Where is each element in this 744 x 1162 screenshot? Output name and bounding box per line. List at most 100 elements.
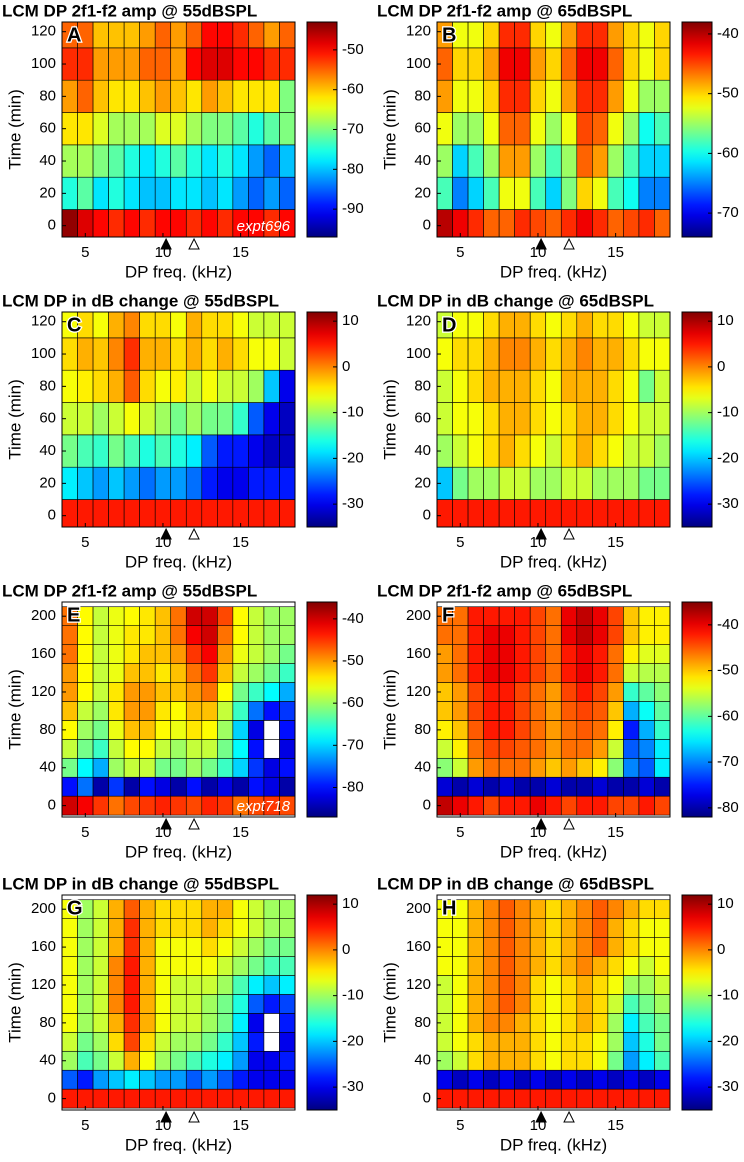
heatmap-cell [201,975,218,995]
heatmap-cell [545,975,562,995]
heatmap-cell [592,937,609,957]
y-tick-label: 160 [406,938,431,955]
plot-frame [436,21,671,238]
heatmap-cell [529,1050,547,1071]
heatmap-cell [592,434,609,468]
heatmap-cell [217,682,234,702]
heatmap-cell [545,739,562,759]
heatmap-cell [654,312,670,339]
y-tick-label: 0 [423,217,431,234]
heatmap-cell [638,47,655,81]
heatmap-cell [529,1032,547,1052]
heatmap-cell [607,918,624,938]
heatmap-cell [201,1032,218,1052]
heatmap-cell [529,975,547,995]
colorbar [681,601,713,818]
heatmap-cell [560,434,578,468]
panel-letter: A [67,24,81,46]
heatmap-cell [217,176,234,210]
heatmap-cell [560,1013,578,1033]
heatmap-cell [279,1069,295,1090]
y-tick-label: 0 [48,1090,56,1107]
heatmap-cell [248,644,265,664]
heatmap-cell [437,625,453,645]
heatmap-cell [483,1013,500,1033]
heatmap-cell [576,720,593,740]
colorbar-tick-label: -20 [342,1032,364,1049]
frequency-marker [188,1110,200,1123]
frequency-marker [563,1110,575,1123]
heatmap-cell [638,434,655,468]
heatmap-cell [483,606,500,626]
panel-letter: H [442,897,456,919]
heatmap-cell [92,682,109,702]
y-tick-label: 0 [48,797,56,814]
heatmap-cell [483,1050,500,1071]
y-tick-label: 200 [406,607,431,624]
frequency-marker [563,527,575,540]
heatmap-cell [232,606,249,626]
heatmap-cell [452,1069,469,1090]
heatmap-cell [529,369,547,403]
heatmap-cell [108,337,125,371]
heatmap-cell [529,402,547,436]
colorbar-tick-label: -30 [717,1078,739,1095]
heatmap-cell [607,625,624,645]
heatmap-cell [437,701,453,721]
heatmap-cell [452,956,469,976]
heatmap-cell [217,1069,234,1090]
heatmap-cell [170,682,187,702]
heatmap-cell [232,337,249,371]
heatmap-cell [560,918,578,938]
x-tick-label: 5 [81,1117,89,1134]
heatmap-cell [514,434,531,468]
y-tick-label: 60 [414,410,431,427]
colorbar-tick-label: -50 [342,652,364,669]
heatmap-cell [576,1050,593,1071]
colorbar-tick-label: -50 [342,41,364,58]
heatmap-cell [452,720,469,740]
cells [437,899,670,1109]
heatmap-cell [217,1088,234,1109]
heatmap-cell [638,369,655,403]
heatmap-cell [560,956,578,976]
heatmap-cell [592,1013,609,1033]
heatmap-cell [279,369,295,403]
heatmap-cell [108,644,125,664]
heatmap-cell [170,899,187,919]
heatmap-cell [498,1088,515,1109]
panel-letter: D [442,314,456,336]
heatmap-cell [77,994,94,1014]
heatmap-cell [217,757,234,778]
heatmap-cell [607,937,624,957]
colorbar-tick-label: -30 [717,495,739,512]
heatmap-cell [514,144,531,178]
heatmap-cell [545,337,562,371]
panel-title: LCM DP in dB change @ 55dBSPL [2,874,279,893]
heatmap-cell [498,1013,515,1033]
heatmap-cell [607,369,624,403]
y-tick-label: 200 [31,607,56,624]
heatmap-cell [654,625,670,645]
heatmap-cell [529,1013,547,1033]
heatmap-cell [592,369,609,403]
heatmap-cell [92,625,109,645]
heatmap-cell [185,644,203,664]
heatmap-cell [592,79,609,113]
heatmap-cell [654,369,670,403]
heatmap-cell [154,1088,172,1109]
cells [62,22,295,237]
heatmap-cell [545,144,562,178]
heatmap-cell [217,466,234,500]
heatmap-cell [560,663,578,683]
y-tick-label: 0 [423,1090,431,1107]
heatmap-cell [232,720,249,740]
heatmap-cell [623,79,640,113]
heatmap-cell [467,682,484,702]
heatmap-cell [576,701,593,721]
heatmap-cell [123,402,140,436]
heatmap-cell [545,176,562,210]
heatmap-cell [185,682,203,702]
heatmap-cell [514,1013,531,1033]
y-tick-label: 160 [31,645,56,662]
